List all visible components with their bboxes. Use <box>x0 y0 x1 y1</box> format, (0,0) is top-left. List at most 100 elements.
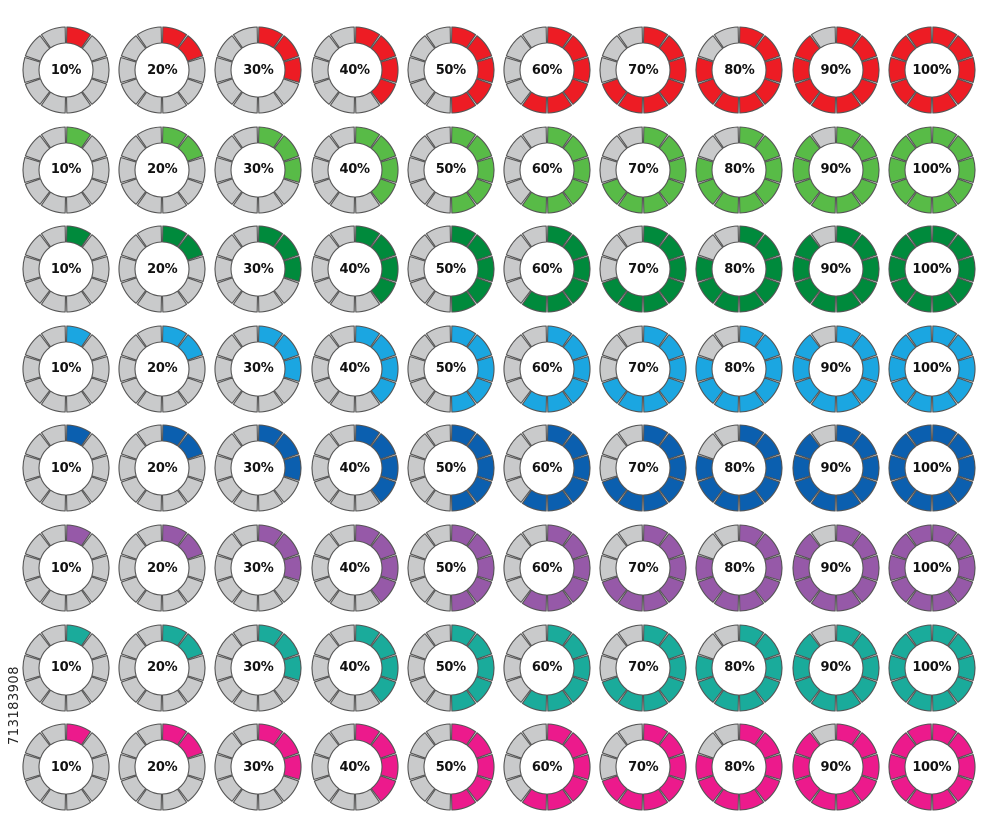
filled-segment <box>658 177 685 205</box>
empty-segment <box>599 554 618 582</box>
filled-segment <box>162 325 188 348</box>
filled-segment <box>521 689 548 712</box>
filled-segment <box>370 277 396 305</box>
empty-segment <box>187 256 206 283</box>
progress-ring-red-100: 100% <box>886 24 978 116</box>
filled-segment <box>466 433 492 461</box>
empty-segment <box>311 554 330 582</box>
filled-segment <box>65 624 92 647</box>
empty-segment <box>407 256 426 283</box>
percent-label: 20% <box>147 162 178 178</box>
percent-label: 40% <box>339 62 370 78</box>
filled-segment <box>714 91 740 114</box>
empty-segment <box>162 788 188 811</box>
filled-segment <box>450 126 476 149</box>
empty-segment <box>65 689 92 712</box>
filled-segment <box>658 277 685 305</box>
empty-segment <box>599 654 618 681</box>
percent-label: 20% <box>147 660 178 676</box>
filled-segment <box>379 654 399 681</box>
filled-segment <box>931 524 957 547</box>
filled-segment <box>906 126 932 149</box>
filled-segment <box>931 589 957 612</box>
filled-segment <box>792 355 811 382</box>
filled-segment <box>698 675 724 703</box>
filled-segment <box>851 632 877 660</box>
filled-segment <box>602 78 628 105</box>
progress-ring-graphic <box>407 624 495 712</box>
empty-segment <box>258 589 284 612</box>
filled-segment <box>739 788 765 811</box>
filled-segment <box>851 78 877 105</box>
filled-segment <box>618 290 644 313</box>
progress-ring-graphic <box>22 26 110 114</box>
empty-segment <box>274 576 300 603</box>
filled-segment <box>354 126 380 149</box>
progress-ring-graphic <box>599 424 687 512</box>
empty-segment <box>329 225 355 248</box>
filled-segment <box>258 325 284 348</box>
progress-ring-purple-80: 80% <box>693 522 785 614</box>
percent-label: 40% <box>339 560 370 576</box>
filled-segment <box>764 256 783 283</box>
progress-ring-purple-70: 70% <box>597 522 689 614</box>
filled-segment <box>714 689 740 712</box>
empty-segment <box>409 576 436 603</box>
progress-ring-graphic <box>695 225 783 313</box>
empty-segment <box>407 156 426 183</box>
empty-segment <box>81 675 108 703</box>
filled-segment <box>931 91 957 114</box>
empty-segment <box>311 754 330 781</box>
filled-segment <box>602 476 628 504</box>
filled-segment <box>466 377 492 404</box>
filled-segment <box>521 290 548 313</box>
filled-segment <box>931 689 957 712</box>
filled-segment <box>546 191 573 214</box>
empty-segment <box>121 78 147 105</box>
filled-segment <box>739 91 765 114</box>
percent-label: 50% <box>435 62 467 78</box>
progress-ring-graphic <box>792 524 880 612</box>
filled-segment <box>739 26 765 49</box>
empty-segment <box>214 754 234 781</box>
filled-segment <box>714 489 740 512</box>
filled-segment <box>572 754 591 781</box>
filled-segment <box>755 234 781 261</box>
filled-segment <box>668 56 687 84</box>
stock-id-text: 713183908 <box>6 665 22 745</box>
filled-segment <box>890 377 917 404</box>
progress-ring-graphic <box>599 325 687 413</box>
empty-segment <box>177 775 204 803</box>
empty-segment <box>329 589 355 612</box>
filled-segment <box>695 654 715 681</box>
percent-label: 20% <box>147 759 178 775</box>
progress-ring-graphic <box>118 723 206 811</box>
filled-segment <box>695 355 715 382</box>
percent-label: 30% <box>243 660 274 676</box>
progress-ring-light-green-10: 10% <box>20 124 112 216</box>
empty-segment <box>618 723 644 746</box>
filled-segment <box>739 390 765 413</box>
filled-segment <box>274 333 300 361</box>
percent-label: 40% <box>339 261 370 277</box>
filled-segment <box>890 333 917 361</box>
empty-segment <box>137 489 163 512</box>
filled-segment <box>755 476 781 504</box>
empty-segment <box>233 126 259 149</box>
filled-segment <box>668 256 687 283</box>
empty-segment <box>329 325 355 348</box>
progress-ring-graphic <box>407 225 495 313</box>
empty-segment <box>313 675 339 703</box>
percent-label: 10% <box>50 162 82 178</box>
empty-segment <box>503 355 522 382</box>
filled-segment <box>810 689 836 712</box>
filled-segment <box>658 675 685 703</box>
empty-segment <box>618 624 644 647</box>
empty-segment <box>425 624 451 647</box>
filled-segment <box>658 533 685 560</box>
filled-segment <box>283 355 302 382</box>
empty-segment <box>329 91 355 114</box>
empty-segment <box>40 589 67 612</box>
empty-segment <box>233 225 259 248</box>
percent-label: 100% <box>912 660 952 676</box>
